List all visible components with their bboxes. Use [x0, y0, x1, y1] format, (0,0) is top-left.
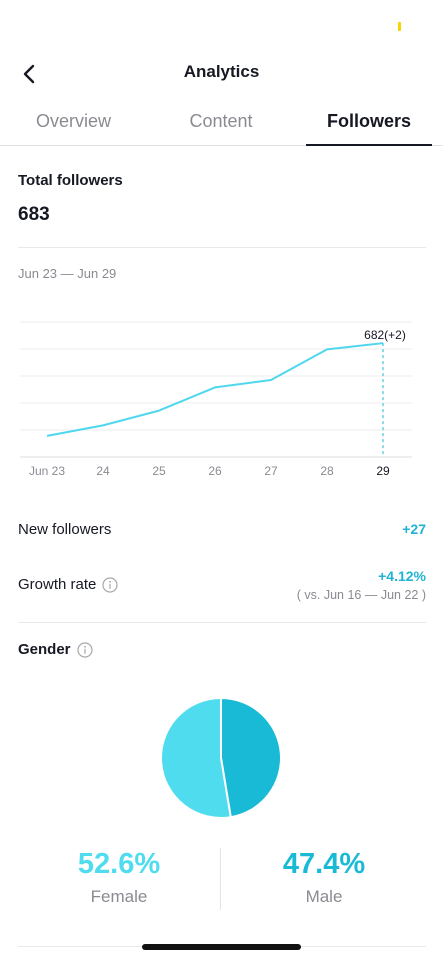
back-button[interactable] — [14, 58, 46, 90]
female-label: Female — [90, 887, 148, 906]
tab-content[interactable]: Content — [189, 111, 253, 131]
x-tick-label: 29 — [376, 464, 390, 478]
gender-row: Gender — [18, 641, 93, 658]
pie-slice-female — [160, 696, 232, 819]
growth-rate-label: Growth rate — [18, 576, 97, 593]
male-percentage: 47.4% — [282, 848, 366, 880]
header: Analytics — [0, 52, 443, 92]
x-tick-label: 27 — [264, 464, 278, 478]
tab-overview[interactable]: Overview — [35, 111, 111, 131]
new-followers-value: +27 — [402, 521, 426, 537]
divider — [18, 247, 426, 248]
chevron-left-icon — [23, 64, 35, 84]
followers-line-chart: 682(+2) Jun 23 24 25 26 27 28 29 — [20, 321, 412, 478]
series-line — [46, 342, 384, 437]
x-tick-label: 25 — [152, 464, 166, 478]
new-followers-label: New followers — [18, 521, 112, 538]
x-tick-label: 28 — [320, 464, 334, 478]
growth-rate-comparison: ( vs. Jun 16 — Jun 22 ) — [296, 588, 426, 602]
home-indicator — [142, 944, 301, 950]
gender-pie-chart — [160, 696, 282, 819]
tab-bar: Overview Content Followers — [0, 100, 443, 146]
gender-label: Gender — [18, 641, 71, 658]
info-icon[interactable] — [76, 641, 93, 658]
male-label: Male — [305, 887, 343, 906]
x-tick-label: 24 — [96, 464, 110, 478]
page-title: Analytics — [183, 62, 260, 81]
female-stat: 52.6% Female — [19, 848, 219, 907]
active-tab-indicator — [306, 144, 432, 146]
x-tick-label: Jun 23 — [29, 464, 65, 478]
divider — [18, 622, 426, 623]
stat-divider — [220, 848, 221, 910]
total-followers-label: Total followers — [18, 172, 123, 189]
growth-rate-value: +4.12% — [378, 568, 426, 584]
highlight-label: 682(+2) — [364, 328, 406, 342]
info-icon[interactable] — [102, 576, 118, 593]
female-percentage: 52.6% — [77, 848, 161, 880]
pie-slice-male — [220, 696, 282, 819]
status-indicator — [398, 22, 401, 31]
x-tick-label: 26 — [208, 464, 222, 478]
date-range: Jun 23 — Jun 29 — [18, 266, 117, 281]
male-stat: 47.4% Male — [224, 848, 424, 907]
growth-rate-row: Growth rate — [18, 576, 118, 593]
total-followers-value: 683 — [18, 204, 50, 225]
tab-followers[interactable]: Followers — [326, 111, 411, 131]
